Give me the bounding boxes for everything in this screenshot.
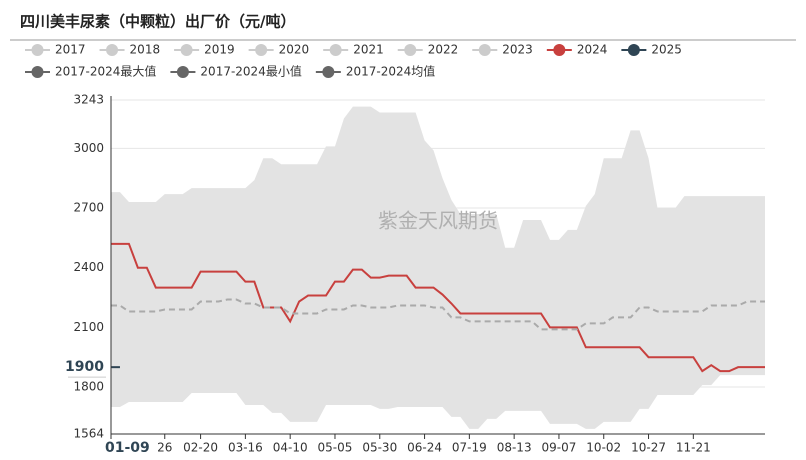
legend-label: 2025: [651, 43, 682, 57]
legend-item[interactable]: 2018: [99, 43, 161, 57]
series-line: [111, 298, 765, 331]
y-pointer-bg: [66, 357, 108, 378]
legend-label: 2017-2024最小值: [200, 64, 301, 79]
legend-icon: [404, 44, 417, 56]
legend-item[interactable]: 2020: [248, 43, 310, 57]
x-tick-label: 05-30: [362, 441, 397, 455]
legend-label: 2017: [55, 43, 86, 57]
legend-item[interactable]: 2017: [25, 43, 86, 57]
legend-item[interactable]: 2025: [621, 43, 682, 57]
legend-label: 2024: [577, 43, 608, 57]
legend-icon: [180, 44, 193, 56]
legend-label: 2018: [130, 43, 161, 57]
x-tick-label: 02-20: [183, 441, 218, 455]
legend-item[interactable]: 2021: [323, 43, 384, 57]
legend-icon: [329, 44, 342, 56]
legend-item[interactable]: 2019: [174, 43, 235, 57]
legend-label: 2022: [428, 43, 459, 57]
legend-label: 2019: [204, 43, 235, 57]
legend-icon: [176, 66, 189, 78]
legend-item[interactable]: 2017-2024最小值: [170, 64, 302, 79]
legend-label: 2021: [353, 43, 384, 57]
y-tick-label: 1800: [73, 380, 104, 394]
legend-item[interactable]: 2017-2024最大值: [25, 64, 156, 79]
range-band: [111, 106, 765, 429]
legend-label: 2020: [279, 43, 310, 57]
x-tick-label: 06-24: [407, 441, 442, 455]
x-tick-label: 08-13: [497, 441, 532, 455]
y-tick-label: 2700: [73, 201, 104, 215]
y-tick-label: 3000: [73, 141, 104, 155]
legend-icon: [478, 44, 491, 56]
legend-icon: [553, 44, 566, 56]
legend-icon: [322, 66, 335, 78]
y-tick-label: 3243: [73, 93, 104, 107]
watermark: 紫金天风期货: [378, 209, 498, 233]
x-tick-label: 04-10: [273, 441, 308, 455]
series-line: [111, 242, 765, 373]
x-tick-label: 03-16: [228, 441, 263, 455]
legend-label: 2017-2024均值: [346, 64, 435, 79]
legend-icon: [31, 44, 44, 56]
x-tick-label: 09-07: [542, 441, 577, 455]
x-tick-label: 05-05: [318, 441, 353, 455]
chart-title: 四川美丰尿素（中颗粒）出厂价（元/吨）: [20, 13, 295, 31]
legend-item[interactable]: 2024: [546, 43, 608, 57]
x-tick-label: 07-19: [452, 441, 487, 455]
x-tick-label: 10-02: [586, 441, 621, 455]
legend-icon: [627, 44, 640, 56]
y-tick-label: 1564: [73, 427, 104, 441]
legend-item[interactable]: 2022: [397, 43, 459, 57]
legend-item[interactable]: 2017-2024均值: [315, 64, 435, 79]
y-tick-label: 2100: [73, 320, 104, 334]
legend-icon: [31, 66, 44, 78]
legend-label: 2023: [502, 43, 533, 57]
legend-icon: [106, 44, 119, 56]
legend-item[interactable]: 2023: [472, 43, 533, 57]
legend-label: 2017-2024最大值: [55, 64, 156, 79]
legend-icon: [255, 44, 268, 56]
x-tick-label: 01-09: [105, 440, 150, 456]
x-tick-label: 10-27: [631, 441, 666, 455]
x-tick-label: 11-21: [676, 441, 711, 455]
y-pointer-label: 1900: [65, 359, 104, 375]
x-tick-label: 26: [157, 441, 172, 455]
y-tick-label: 2400: [73, 260, 104, 274]
